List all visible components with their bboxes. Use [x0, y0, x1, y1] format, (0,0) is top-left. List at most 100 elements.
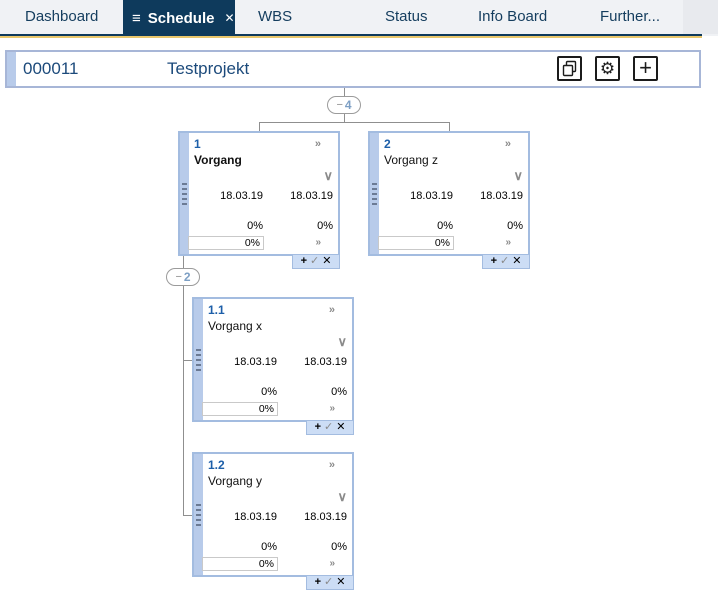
tab-further[interactable]: Further... — [600, 8, 661, 25]
project-header-strip — [7, 52, 16, 86]
project-name[interactable]: Testprojekt — [167, 59, 250, 78]
connector-stub-card2 — [449, 122, 450, 131]
start-date[interactable]: 18.03.19 — [410, 190, 453, 202]
card-toolbar: + ✓ ✕ — [292, 254, 340, 269]
percent-left: 0% — [261, 541, 277, 553]
minus-icon: − — [175, 270, 182, 283]
tab-dashboard[interactable]: Dashboard — [25, 8, 99, 25]
percent-right: 0% — [507, 220, 523, 232]
tab-close-icon[interactable]: ✕ — [224, 11, 235, 25]
tabbar-gold-underline — [0, 36, 702, 38]
drag-handle-icon[interactable] — [196, 503, 201, 526]
task-name[interactable]: Vorgang — [194, 153, 242, 167]
confirm-icon[interactable]: ✓ — [500, 255, 510, 267]
task-number: 2 — [384, 137, 391, 151]
chevron-down-icon[interactable]: ∨ — [337, 334, 347, 349]
percent-right: 0% — [317, 220, 333, 232]
task-card-2: 2 » Vorgang z ∨ 18.03.19 18.03.19 0% 0% … — [368, 131, 530, 269]
minus-icon: − — [336, 98, 343, 111]
connector-branch-horizontal — [259, 122, 450, 123]
chevron-down-icon[interactable]: ∨ — [513, 168, 523, 183]
tabbar-navy-underline — [0, 34, 702, 36]
card-toolbar: + ✓ ✕ — [306, 575, 354, 590]
percent-left: 0% — [261, 386, 277, 398]
more-icon[interactable]: » — [314, 138, 321, 150]
delete-icon[interactable]: ✕ — [322, 255, 332, 267]
copy-button[interactable] — [557, 56, 582, 81]
delete-icon[interactable]: ✕ — [512, 255, 522, 267]
tab-wbs[interactable]: WBS — [258, 8, 293, 25]
task-number: 1.1 — [208, 303, 225, 317]
card-toolbar: + ✓ ✕ — [482, 254, 530, 269]
confirm-icon[interactable]: ✓ — [324, 576, 334, 588]
start-date[interactable]: 18.03.19 — [234, 356, 277, 368]
more-icon[interactable]: » — [329, 403, 335, 414]
task-number: 1 — [194, 137, 201, 151]
connector-stub-card12 — [183, 515, 192, 516]
end-date[interactable]: 18.03.19 — [480, 190, 523, 202]
progress-input[interactable]: 0% — [188, 236, 264, 250]
more-icon[interactable]: » — [328, 459, 335, 471]
delete-icon[interactable]: ✕ — [336, 576, 346, 588]
task-name[interactable]: Vorgang x — [208, 319, 263, 333]
drag-handle-icon[interactable] — [372, 182, 377, 205]
drag-handle-icon[interactable] — [182, 182, 187, 205]
add-subtask-icon[interactable]: + — [300, 255, 307, 267]
child-count: 2 — [183, 270, 191, 284]
tab-status[interactable]: Status — [385, 8, 428, 25]
plus-icon: + — [639, 54, 652, 80]
start-date[interactable]: 18.03.19 — [234, 511, 277, 523]
connector-header-to-root — [344, 88, 345, 96]
end-date[interactable]: 18.03.19 — [304, 511, 347, 523]
tab-schedule[interactable]: ≡ Schedule ✕ — [123, 0, 235, 36]
more-icon[interactable]: » — [329, 558, 335, 569]
tab-schedule-label: Schedule — [147, 9, 215, 27]
percent-left: 0% — [437, 220, 453, 232]
chevron-down-icon[interactable]: ∨ — [323, 168, 333, 183]
gear-icon: ⚙ — [599, 59, 616, 78]
percent-right: 0% — [331, 541, 347, 553]
more-icon[interactable]: » — [504, 138, 511, 150]
project-header-actions: ⚙ + — [557, 56, 658, 81]
task-card-1: 1 » Vorgang ∨ 18.03.19 18.03.19 0% 0% 0%… — [178, 131, 340, 269]
percent-left: 0% — [247, 220, 263, 232]
add-subtask-icon[interactable]: + — [490, 255, 497, 267]
copy-icon — [562, 60, 577, 77]
collapse-toggle-root[interactable]: − 4 — [327, 96, 361, 114]
task-number: 1.2 — [208, 458, 225, 472]
card-toolbar: + ✓ ✕ — [306, 420, 354, 435]
start-date[interactable]: 18.03.19 — [220, 190, 263, 202]
connector-stub-card1 — [259, 122, 260, 131]
collapse-toggle-sub[interactable]: − 2 — [166, 268, 200, 286]
connector-stub-card11 — [183, 360, 192, 361]
percent-right: 0% — [331, 386, 347, 398]
tab-bar: Dashboard ≡ Schedule ✕ WBS Status Info B… — [0, 0, 718, 36]
confirm-icon[interactable]: ✓ — [324, 421, 334, 433]
end-date[interactable]: 18.03.19 — [304, 356, 347, 368]
task-name[interactable]: Vorgang z — [384, 153, 439, 167]
add-subtask-icon[interactable]: + — [314, 576, 321, 588]
project-header: 000011 Testprojekt ⚙ + — [5, 50, 701, 88]
task-card-1-1: 1.1 » Vorgang x ∨ 18.03.19 18.03.19 0% 0… — [192, 297, 354, 435]
progress-input[interactable]: 0% — [202, 402, 278, 416]
tabbar-right-gutter — [683, 0, 718, 34]
task-name[interactable]: Vorgang y — [208, 474, 263, 488]
add-subtask-icon[interactable]: + — [314, 421, 321, 433]
settings-button[interactable]: ⚙ — [595, 56, 620, 81]
add-task-button[interactable]: + — [633, 56, 658, 81]
more-icon[interactable]: » — [328, 304, 335, 316]
task-card-1-2: 1.2 » Vorgang y ∨ 18.03.19 18.03.19 0% 0… — [192, 452, 354, 590]
hamburger-icon[interactable]: ≡ — [132, 9, 141, 27]
more-icon[interactable]: » — [315, 237, 321, 248]
chevron-down-icon[interactable]: ∨ — [337, 489, 347, 504]
progress-input[interactable]: 0% — [202, 557, 278, 571]
confirm-icon[interactable]: ✓ — [310, 255, 320, 267]
delete-icon[interactable]: ✕ — [336, 421, 346, 433]
end-date[interactable]: 18.03.19 — [290, 190, 333, 202]
project-id: 000011 — [23, 59, 79, 78]
progress-input[interactable]: 0% — [378, 236, 454, 250]
drag-handle-icon[interactable] — [196, 348, 201, 371]
connector-subtree-trunk — [183, 256, 184, 515]
more-icon[interactable]: » — [505, 237, 511, 248]
tab-info-board[interactable]: Info Board — [478, 8, 548, 25]
